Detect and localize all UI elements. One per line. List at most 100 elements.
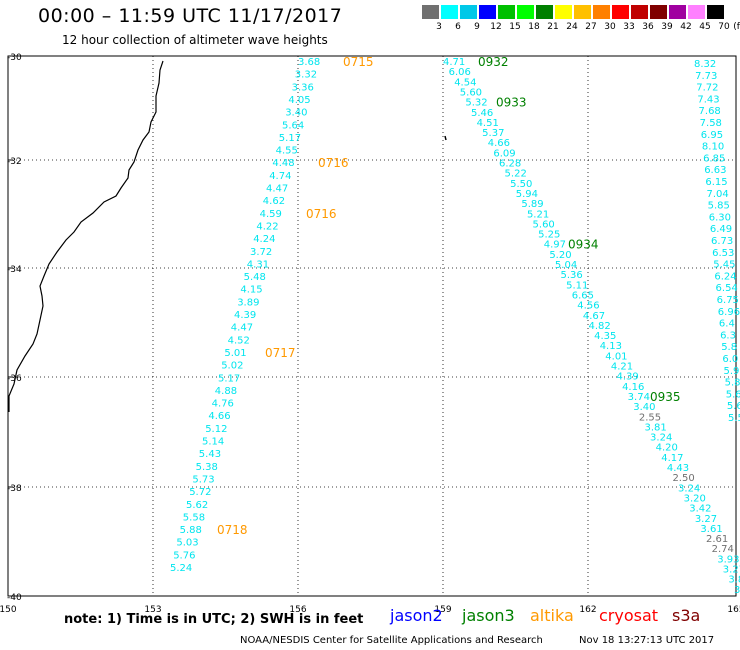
wave-height-value: 5.60 xyxy=(460,87,482,98)
wave-height-value: 6.09 xyxy=(493,148,515,159)
wave-height-value: 5.88 xyxy=(180,525,202,536)
wave-height-value: 3.24 xyxy=(678,483,700,494)
scale-swatch xyxy=(707,5,724,19)
scale-label: 18 xyxy=(528,22,540,32)
wave-height-value: 5.37 xyxy=(482,128,504,139)
longitude-label: 162 xyxy=(579,605,596,615)
wave-height-value: 3.27 xyxy=(723,565,740,576)
wave-height-value: 4.74 xyxy=(269,171,291,182)
wave-height-value: 3.20 xyxy=(684,493,706,504)
wave-height-value: 5.17 xyxy=(218,373,240,384)
latitude-label: -30 xyxy=(7,53,22,63)
satellite-legend-jason2: jason2 xyxy=(390,606,443,625)
wave-height-value: 4.39 xyxy=(616,372,638,383)
wave-height-value: 5.12 xyxy=(205,424,227,435)
wave-height-value: 4.48 xyxy=(272,158,294,169)
wave-height-value: 6.15 xyxy=(705,177,727,188)
scale-swatch xyxy=(612,5,629,19)
wave-height-value: 5.8 xyxy=(721,342,737,353)
scale-unit: (ft) xyxy=(733,22,740,32)
scale-swatch xyxy=(498,5,515,19)
wave-height-value: 5.36 xyxy=(561,270,583,281)
wave-height-value: 5.25 xyxy=(538,230,560,241)
scale-label: 30 xyxy=(604,22,616,32)
satellite-legend-altika: altika xyxy=(530,606,574,625)
wave-height-value: 5.6 xyxy=(727,401,740,412)
wave-height-value: 6.06 xyxy=(449,67,471,78)
scale-swatch xyxy=(669,5,686,19)
wave-height-value: 3.32 xyxy=(295,70,317,81)
wave-height-value: 2.55 xyxy=(639,412,661,423)
wave-height-value: 4.97 xyxy=(544,240,566,251)
longitude-label: 153 xyxy=(144,605,161,615)
wave-height-value: 5.01 xyxy=(224,348,246,359)
wave-height-value: 5.24 xyxy=(170,563,192,574)
wave-height-value: 4.47 xyxy=(266,184,288,195)
track-time-label: 0715 xyxy=(343,55,374,69)
wave-height-value: 2.50 xyxy=(672,473,694,484)
wave-height-value: 5.8 xyxy=(725,378,740,389)
wave-height-value: 5.9 xyxy=(723,366,739,377)
wave-height-value: 7.73 xyxy=(695,71,717,82)
longitude-label: 150 xyxy=(0,605,17,615)
wave-height-value: 4.39 xyxy=(234,310,256,321)
wave-height-value: 7.43 xyxy=(697,94,719,105)
wave-height-value: 4.13 xyxy=(600,341,622,352)
wave-height-value: 4.55 xyxy=(276,146,298,157)
latitude-label: -38 xyxy=(7,484,22,494)
scale-label: 12 xyxy=(490,22,502,32)
wave-height-value: 3.61 xyxy=(700,524,722,535)
satellite-legend-jason3: jason3 xyxy=(462,606,515,625)
wave-height-value: 4.16 xyxy=(622,382,644,393)
wave-height-value: 5.04 xyxy=(555,260,577,271)
wave-height-value: 5.32 xyxy=(465,98,487,109)
scale-label: 45 xyxy=(699,22,711,32)
footer-timestamp: Nov 18 13:27:13 UTC 2017 xyxy=(579,635,715,646)
wave-height-value: 6.30 xyxy=(709,212,731,223)
wave-height-value: 3.89 xyxy=(237,297,259,308)
scale-swatch xyxy=(441,5,458,19)
wave-height-value: 6.96 xyxy=(718,307,740,318)
scale-swatch xyxy=(574,5,591,19)
wave-height-value: 5.03 xyxy=(176,538,198,549)
wave-height-value: 4.67 xyxy=(583,311,605,322)
longitude-label: 165 xyxy=(727,605,740,615)
wave-height-value: 5.17 xyxy=(279,133,301,144)
wave-height-value: 4.71 xyxy=(443,57,465,68)
wave-height-value: 7.04 xyxy=(706,189,728,200)
track-time-label: 0935 xyxy=(650,390,681,404)
scale-label: 3 xyxy=(436,22,442,32)
track-time-label: 0932 xyxy=(478,55,509,69)
island xyxy=(444,135,447,141)
scale-label: 21 xyxy=(547,22,559,32)
wave-height-value: 4.47 xyxy=(231,323,253,334)
wave-height-value: 3.87 xyxy=(728,575,740,586)
wave-height-value: 4.43 xyxy=(667,463,689,474)
scale-label: 39 xyxy=(661,22,673,32)
wave-height-value: 4.76 xyxy=(212,399,234,410)
wave-height-value: 5.5 xyxy=(728,413,740,424)
wave-height-value: 5.21 xyxy=(527,209,549,220)
longitude-label: 159 xyxy=(434,605,451,615)
map-frame xyxy=(7,55,737,597)
wave-height-value: 6.3 xyxy=(720,330,736,341)
wave-height-value: 5.43 xyxy=(199,449,221,460)
wave-height-value: 7.58 xyxy=(700,118,722,129)
wave-height-value: 5.45 xyxy=(713,260,735,271)
map-title: 00:00 – 11:59 UTC 11/17/2017 xyxy=(38,5,343,27)
wave-height-value: 4.22 xyxy=(256,221,278,232)
wave-height-value: 5.60 xyxy=(533,219,555,230)
wave-height-value: 5.6 xyxy=(726,389,740,400)
wave-height-value: 4.24 xyxy=(253,234,275,245)
wave-height-value: 6.53 xyxy=(712,248,734,259)
wave-height-value: 3.74 xyxy=(628,392,650,403)
wave-height-value: 5.76 xyxy=(173,550,195,561)
wave-height-value: 6.54 xyxy=(716,283,738,294)
track-time-label: 0716 xyxy=(318,156,349,170)
wave-height-value: 4.62 xyxy=(263,196,285,207)
wave-height-value: 4.05 xyxy=(288,95,310,106)
wave-height-value: 5.64 xyxy=(282,120,304,131)
wave-height-value: 6.65 xyxy=(572,290,594,301)
